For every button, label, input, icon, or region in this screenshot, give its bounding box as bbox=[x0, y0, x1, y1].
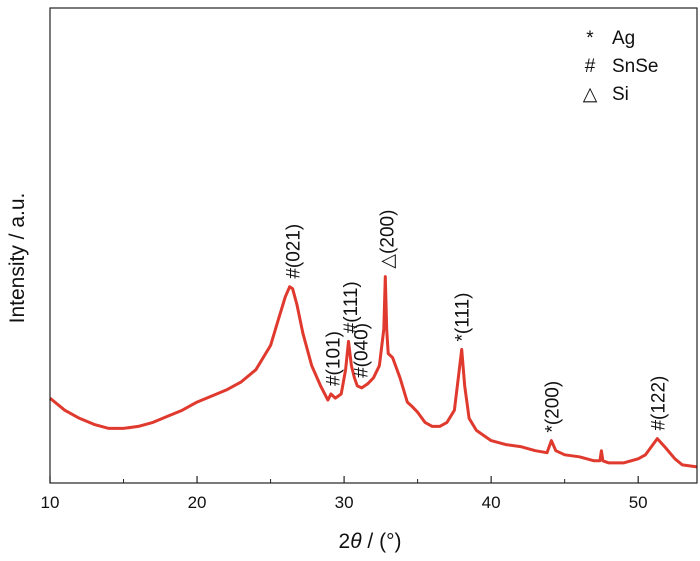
peak-label-0: #(021) bbox=[284, 224, 305, 279]
legend-label-1: SnSe bbox=[612, 56, 658, 77]
plot-frame bbox=[49, 7, 698, 484]
peak-label-1: #(101) bbox=[323, 331, 344, 386]
peak-label-2: #(111) bbox=[341, 281, 362, 333]
xrd-series-line-0 bbox=[49, 275, 698, 469]
y-axis-title: Intensity / a.u. bbox=[6, 193, 29, 324]
x-axis-title: 2θ / (°) bbox=[339, 530, 402, 553]
x-tick-label-30: 30 bbox=[335, 493, 354, 512]
peak-label-5: *(111) bbox=[453, 293, 474, 342]
x-tick-label-50: 50 bbox=[629, 493, 648, 512]
legend-label-2: Si bbox=[612, 84, 629, 105]
legend-marker-2: △ bbox=[583, 84, 598, 105]
peak-label-7: #(122) bbox=[648, 376, 669, 431]
legend-marker-1: # bbox=[585, 56, 596, 77]
axes: 10 20 30 40 50 bbox=[41, 7, 698, 512]
peak-annotations: #(021) #(101)#(111)#(040) △(200) *(111) *(20… bbox=[284, 210, 670, 433]
peak-label-6: *(200) bbox=[542, 381, 563, 433]
peak-label-4: △(200) bbox=[378, 210, 399, 269]
peak-label-3: #(040) bbox=[351, 323, 372, 378]
x-tick-label-10: 10 bbox=[41, 493, 60, 512]
plot-area bbox=[49, 275, 698, 469]
legend: * Ag # SnSe △ Si bbox=[583, 28, 659, 105]
legend-marker-0: * bbox=[586, 28, 594, 49]
x-tick-label-40: 40 bbox=[482, 493, 501, 512]
x-tick-label-20: 20 bbox=[188, 493, 207, 512]
legend-label-0: Ag bbox=[612, 28, 635, 49]
